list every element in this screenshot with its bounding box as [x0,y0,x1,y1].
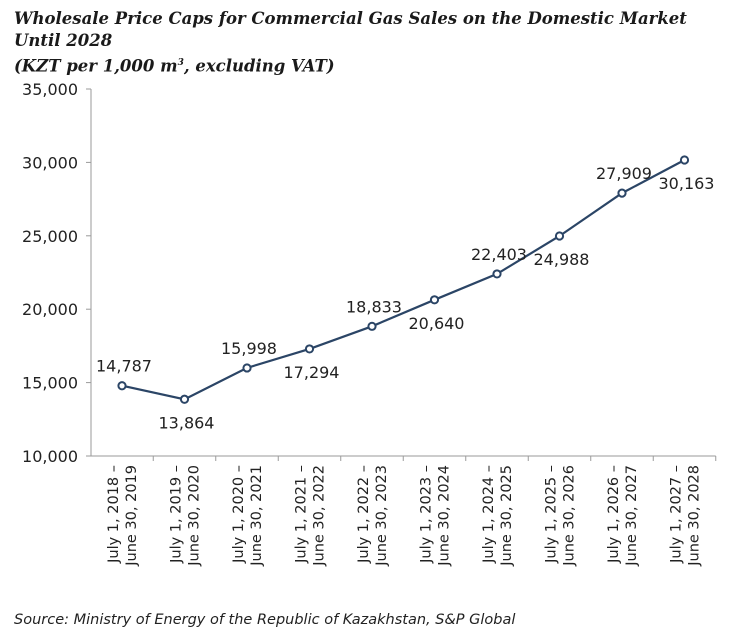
x-tick: July 1, 2022 – June 30, 2023 [356,456,404,567]
series-line [121,159,686,401]
x-tick: July 1, 2023 – June 30, 2024 [419,456,467,567]
data-point [429,295,440,305]
x-tick-label-line: July 1, 2026 – [606,465,622,564]
data-label: 20,640 [409,314,465,333]
x-tick: July 1, 2026 – June 30, 2027 [606,456,654,567]
data-point [179,394,190,404]
x-tick-label-line: June 30, 2019 [124,465,140,567]
data-points [117,155,690,404]
x-tick-label: July 1, 2026 – June 30, 2027 [606,465,640,567]
data-label: 30,163 [659,174,715,193]
x-tick-label-line: June 30, 2025 [499,465,515,567]
x-tick: July 1, 2018 – June 30, 2019 [106,456,154,567]
x-tick-label: July 1, 2020 – June 30, 2021 [231,465,265,567]
data-label: 24,988 [534,250,590,269]
data-point [492,269,502,279]
x-tick-label-line: June 30, 2027 [624,465,640,567]
y-tick-label: 10,000 [22,447,78,466]
source-note: Source: Ministry of Energy of the Republ… [14,612,516,628]
data-point [117,381,127,391]
y-tick: 10,000 [22,447,91,466]
y-tick: 20,000 [22,300,91,319]
data-point [304,344,315,354]
x-tick-label-line: July 1, 2025 – [544,465,560,564]
x-tick: July 1, 2024 – June 30, 2025 [481,456,529,567]
x-tick-label-line: June 30, 2026 [562,465,578,567]
x-tick: July 1, 2025 – June 30, 2026 [544,456,592,567]
data-point [679,155,690,165]
data-point [242,363,252,373]
chart-title: Wholesale Price Caps for Commercial Gas … [14,8,729,78]
x-tick-label-line: July 1, 2021 – [294,465,310,564]
x-tick-label: July 1, 2022 – June 30, 2023 [356,465,390,567]
x-tick-label-line: July 1, 2022 – [356,465,372,564]
chart-title-line2: (KZT per 1,000 m3, excluding VAT) [14,52,729,78]
x-tick-label: July 1, 2024 – June 30, 2025 [481,465,515,567]
data-label: 27,909 [596,164,652,183]
y-tick-label: 15,000 [22,374,78,393]
chart-title-line1: Wholesale Price Caps for Commercial Gas … [14,9,687,50]
x-tick-label-line: June 30, 2020 [187,465,203,567]
data-point [617,188,627,198]
x-tick-label: July 1, 2018 – June 30, 2019 [106,465,140,567]
x-tick: July 1, 2021 – June 30, 2022 [294,456,342,567]
y-tick: 35,000 [22,80,91,99]
chart-title-line2-post: , excluding VAT) [183,56,335,76]
x-tick: July 1, 2020 – June 30, 2021 [231,456,279,567]
x-tick-label-line: June 30, 2024 [437,465,453,567]
x-tick-label-line: July 1, 2023 – [419,465,435,564]
data-label: 14,787 [96,357,152,376]
data-label: 15,998 [221,339,277,358]
data-point [367,321,377,331]
y-tick-label: 30,000 [22,153,78,172]
data-label: 22,403 [471,245,527,264]
y-tick: 25,000 [22,227,91,246]
x-tick-label-line: July 1, 2024 – [481,465,497,564]
x-tick-label-line: June 30, 2022 [312,465,328,567]
x-tick-label-line: June 30, 2023 [374,465,390,567]
x-tick-label-line: July 1, 2018 – [106,465,122,564]
x-tick-label-line: July 1, 2019 – [169,465,185,564]
x-tick-label-line: June 30, 2021 [249,465,265,567]
y-tick: 15,000 [22,374,91,393]
x-tick: July 1, 2019 – June 30, 2020 [169,456,217,567]
x-tick-label: July 1, 2025 – June 30, 2026 [544,465,578,567]
data-label: 18,833 [346,297,402,316]
chart-title-line2-pre: (KZT per 1,000 m [14,56,178,76]
y-axis-ticks: 10,000 15,000 20,000 25,000 30,000 35,000 [22,80,91,466]
data-label: 17,294 [284,363,340,382]
y-tick-label: 25,000 [22,227,78,246]
data-labels: 14,787 13,864 15,998 17,294 18,833 20,640 22,4… [96,164,714,432]
x-tick-label: July 1, 2027 – June 30, 2028 [669,465,703,567]
x-tick-label: July 1, 2019 – June 30, 2020 [169,465,203,567]
data-point [554,231,565,241]
chart-title-superscript: 3 [177,58,184,68]
x-tick: July 1, 2027 – June 30, 2028 [669,456,717,567]
x-tick-label-line: July 1, 2020 – [231,465,247,564]
y-tick-label: 20,000 [22,300,78,319]
y-tick: 30,000 [22,153,91,172]
x-axis-ticks: July 1, 2018 – June 30, 2019 July 1, 2019 … [106,456,717,567]
x-tick-label: July 1, 2023 – June 30, 2024 [419,465,453,567]
x-tick-label: July 1, 2021 – June 30, 2022 [294,465,328,567]
x-tick-label-line: June 30, 2028 [687,465,703,567]
y-tick-label: 35,000 [22,80,78,99]
x-tick-label-line: July 1, 2027 – [669,465,685,564]
data-label: 13,864 [159,413,215,432]
